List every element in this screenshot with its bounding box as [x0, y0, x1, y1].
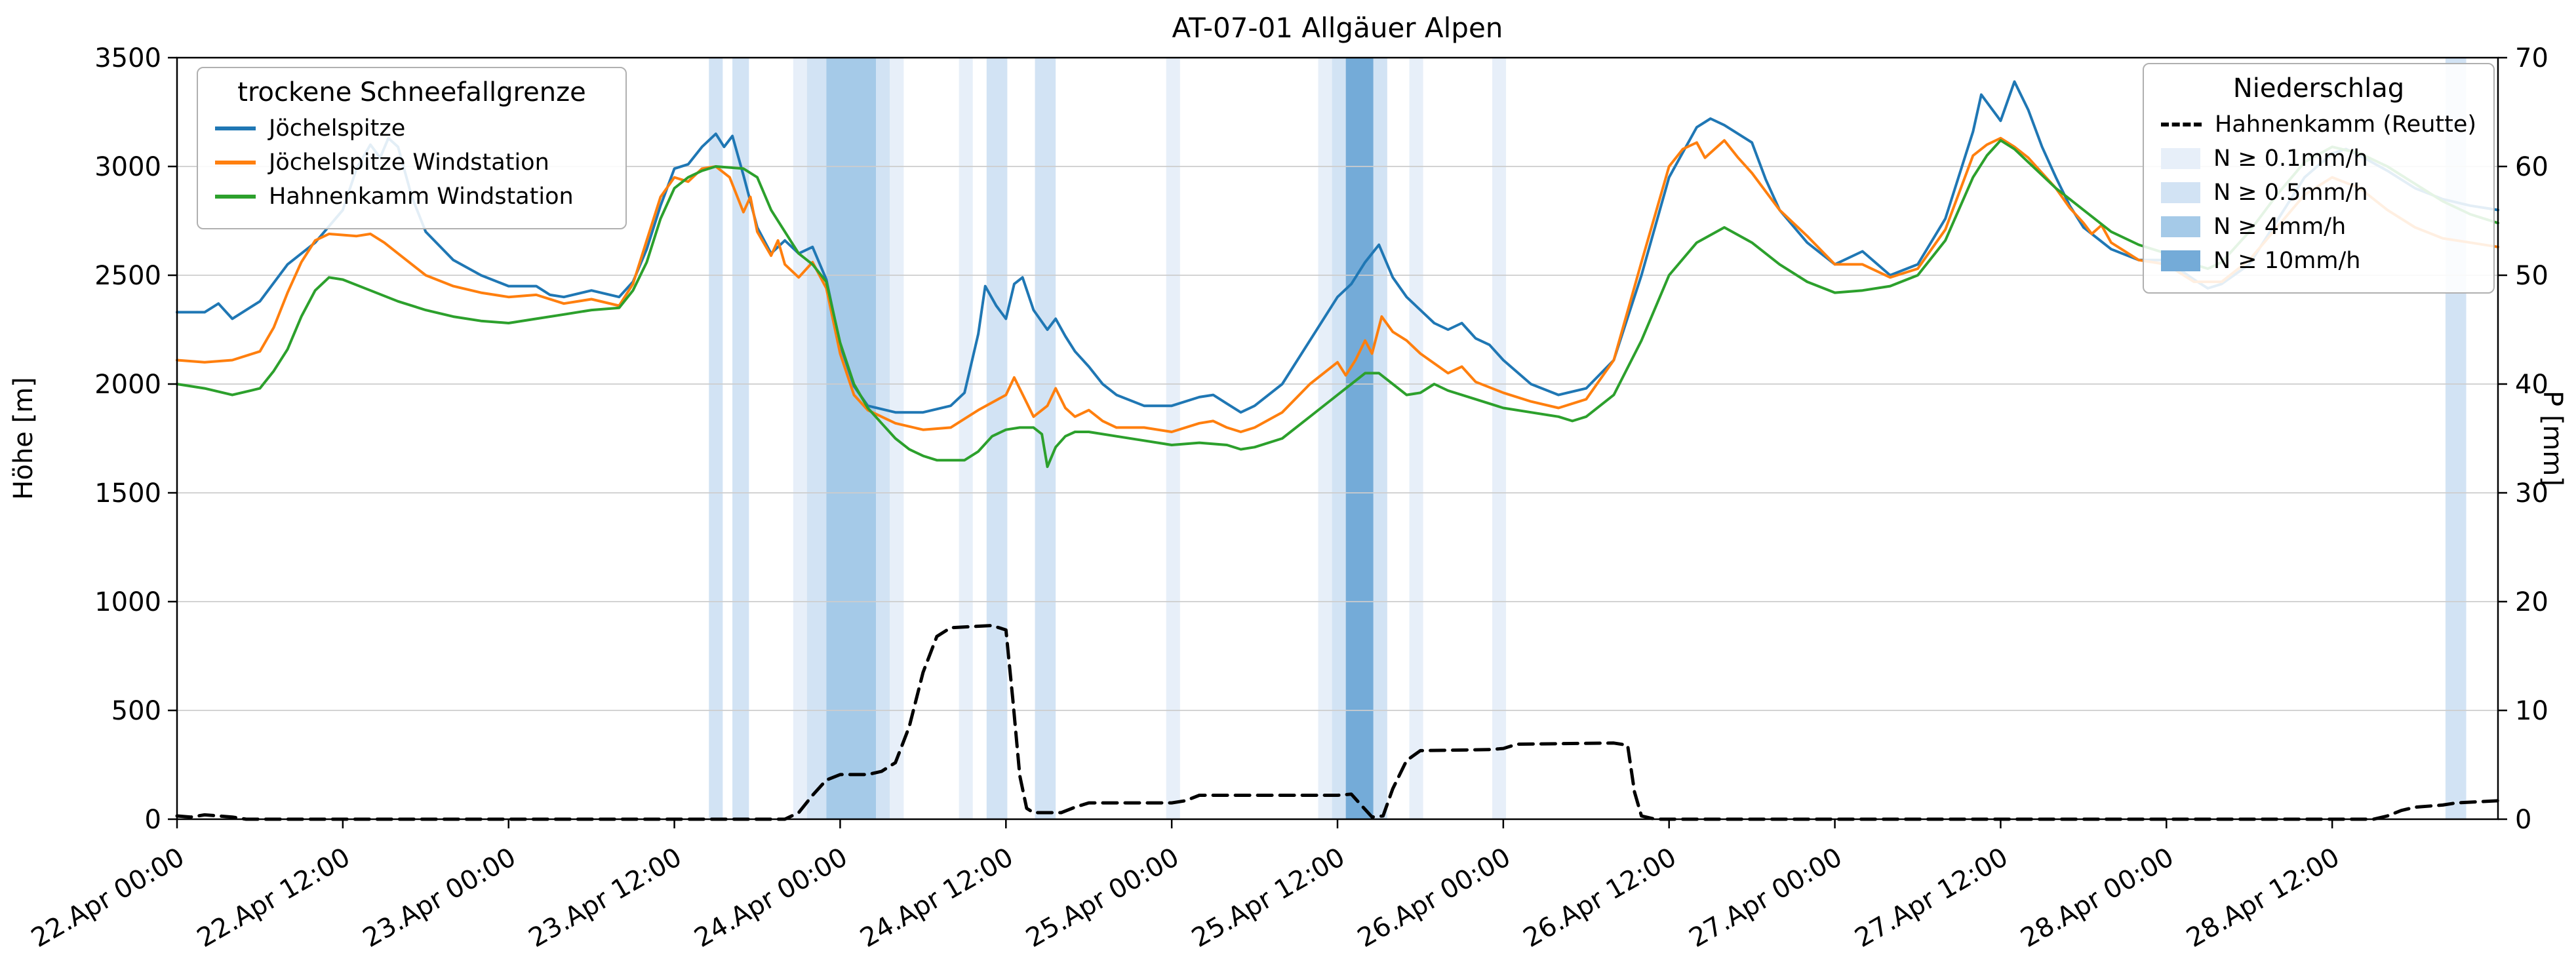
legend-entry-n-4mm-h: N ≥ 4mm/h [2161, 214, 2476, 240]
x-tick-label: 25.Apr 00:00 [1021, 842, 1184, 954]
series-line-hahnenkamm-reutte [175, 624, 2500, 821]
x-tick-label: 26.Apr 12:00 [1518, 842, 1682, 954]
x-tick-label: 24.Apr 00:00 [690, 842, 853, 954]
legend-snowfall-limit: trockene Schneefallgrenze Jöchelspitze Jö… [197, 67, 627, 229]
precip-band [1166, 58, 1180, 819]
legend-precipitation-title: Niederschlag [2232, 73, 2405, 104]
y-tick-label-left: 2000 [94, 370, 161, 400]
legend-snowfall-limit-title: trockene Schneefallgrenze [237, 77, 586, 107]
x-tick-label: 28.Apr 00:00 [2015, 842, 2179, 954]
precip-band [1373, 58, 1387, 819]
x-tick-label: 22.Apr 12:00 [192, 842, 355, 954]
y-tick-label-right: 10 [2515, 696, 2548, 726]
precip-band [709, 58, 723, 819]
y-tick-label-left: 1000 [94, 587, 161, 617]
legend-entry-j-chelspitze-label: Jöchelspitze [269, 115, 406, 142]
legend-entry-hahnenkamm-reutte-label: Hahnenkamm (Reutte) [2215, 111, 2477, 138]
legend-entry-n-0-1mm-h-label: N ≥ 0.1mm/h [2213, 145, 2368, 172]
legend-entry-j-chelspitze-swatch-icon [215, 126, 256, 130]
x-tick-label: 25.Apr 12:00 [1187, 842, 1350, 954]
legend-entry-hahnenkamm-windstation: Hahnenkamm Windstation [215, 184, 608, 210]
legend-entry-n-0-5mm-h-label: N ≥ 0.5mm/h [2213, 180, 2368, 206]
precip-band [793, 58, 807, 819]
y-tick-label-right: 70 [2515, 43, 2548, 73]
x-tick-label: 23.Apr 00:00 [358, 842, 521, 954]
precip-band [1345, 58, 1374, 819]
precip-band [959, 58, 973, 819]
y-tick-label-right: 50 [2515, 261, 2548, 291]
legend-precipitation: Niederschlag Hahnenkamm (Reutte) N ≥ 0.1m… [2143, 63, 2495, 294]
legend-snowfall-limit-entries: Jöchelspitze Jöchelspitze Windstation Hahn… [215, 115, 608, 210]
legend-precipitation-entries: Hahnenkamm (Reutte) N ≥ 0.1mm/h N ≥ 0.5mm/… [2161, 111, 2476, 274]
x-tick-label: 27.Apr 00:00 [1684, 842, 1848, 954]
precip-band [826, 58, 877, 819]
precip-band [1318, 58, 1332, 819]
precip-band [1035, 58, 1056, 819]
series-line-j-chelspitze-windstation [176, 136, 2499, 433]
legend-entry-j-chelspitze-windstation: Jöchelspitze Windstation [215, 149, 608, 176]
chart-title: AT-07-01 Allgäuer Alpen [1172, 12, 1503, 44]
y-tick-label-right: 40 [2515, 370, 2548, 400]
precip-band [1492, 58, 1507, 819]
y-tick-label-left: 3500 [94, 43, 161, 73]
y-tick-label-left: 3000 [94, 152, 161, 182]
legend-entry-j-chelspitze: Jöchelspitze [215, 115, 608, 142]
y-tick-label-left: 2500 [94, 261, 161, 291]
legend-entry-n-10mm-h-label: N ≥ 10mm/h [2213, 248, 2361, 274]
precip-band [806, 58, 827, 819]
y-axis-label-right: P [mm] [2537, 391, 2567, 486]
x-tick-label: 23.Apr 12:00 [524, 842, 687, 954]
x-tick-label: 22.Apr 00:00 [26, 842, 189, 954]
legend-entry-hahnenkamm-windstation-label: Hahnenkamm Windstation [269, 184, 574, 210]
x-tick-label: 24.Apr 12:00 [855, 842, 1018, 954]
legend-entry-n-10mm-h: N ≥ 10mm/h [2161, 248, 2476, 274]
legend-entry-n-10mm-h-swatch-icon [2161, 250, 2200, 271]
legend-entry-n-0-5mm-h: N ≥ 0.5mm/h [2161, 180, 2476, 206]
precip-band [1332, 58, 1346, 819]
y-tick-label-right: 60 [2515, 152, 2548, 182]
legend-entry-n-0-1mm-h: N ≥ 0.1mm/h [2161, 145, 2476, 172]
y-tick-label-right: 30 [2515, 478, 2548, 509]
y-tick-label-left: 0 [145, 805, 161, 835]
x-tick-label: 27.Apr 12:00 [1850, 842, 2013, 954]
y-axis-label-left: Höhe [m] [9, 377, 39, 500]
legend-entry-hahnenkamm-windstation-swatch-icon [215, 195, 256, 199]
y-tick-label-right: 0 [2515, 805, 2531, 835]
precip-band [876, 58, 890, 819]
y-tick-label-right: 20 [2515, 587, 2548, 617]
legend-entry-hahnenkamm-reutte: Hahnenkamm (Reutte) [2161, 111, 2476, 138]
legend-entry-n-0-1mm-h-swatch-icon [2161, 148, 2200, 169]
legend-entry-hahnenkamm-reutte-swatch-icon [2161, 123, 2202, 126]
series-line-j-chelspitze [176, 80, 2499, 414]
legend-entry-n-4mm-h-label: N ≥ 4mm/h [2213, 214, 2347, 240]
legend-entry-n-0-5mm-h-swatch-icon [2161, 182, 2200, 203]
legend-entry-n-4mm-h-swatch-icon [2161, 216, 2200, 237]
precip-band [1409, 58, 1423, 819]
x-tick-label: 28.Apr 12:00 [2181, 842, 2345, 954]
series-line-hahnenkamm-windstation [176, 139, 2499, 469]
x-tick-label: 26.Apr 00:00 [1353, 842, 1516, 954]
y-tick-label-left: 500 [111, 696, 161, 726]
legend-entry-j-chelspitze-windstation-swatch-icon [215, 161, 256, 164]
legend-entry-j-chelspitze-windstation-label: Jöchelspitze Windstation [269, 149, 549, 176]
y-tick-label-left: 1500 [94, 478, 161, 509]
